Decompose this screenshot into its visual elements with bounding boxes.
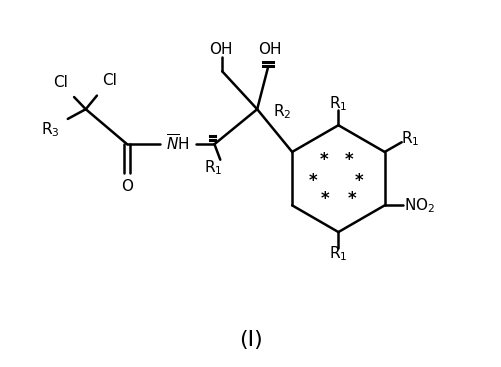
Text: (I): (I) bbox=[238, 330, 263, 350]
Text: R$_2$: R$_2$ bbox=[273, 102, 291, 121]
Text: R$_1$: R$_1$ bbox=[329, 244, 347, 263]
Text: R$_1$: R$_1$ bbox=[204, 158, 222, 177]
Text: *: * bbox=[320, 190, 329, 208]
Text: Cl: Cl bbox=[101, 73, 116, 88]
Text: Cl: Cl bbox=[53, 75, 68, 90]
Text: R$_1$: R$_1$ bbox=[400, 129, 418, 148]
Text: O: O bbox=[121, 179, 133, 195]
Text: OH: OH bbox=[209, 42, 232, 57]
Text: *: * bbox=[347, 190, 356, 208]
Text: R$_1$: R$_1$ bbox=[329, 94, 347, 113]
Text: *: * bbox=[319, 151, 328, 169]
Text: R$_3$: R$_3$ bbox=[42, 120, 60, 139]
Text: $\overline{N}$H: $\overline{N}$H bbox=[166, 134, 189, 154]
Text: *: * bbox=[354, 172, 362, 190]
Text: OH: OH bbox=[258, 42, 282, 57]
Text: *: * bbox=[308, 172, 317, 190]
Text: *: * bbox=[344, 151, 353, 169]
Text: NO$_2$: NO$_2$ bbox=[403, 196, 434, 215]
